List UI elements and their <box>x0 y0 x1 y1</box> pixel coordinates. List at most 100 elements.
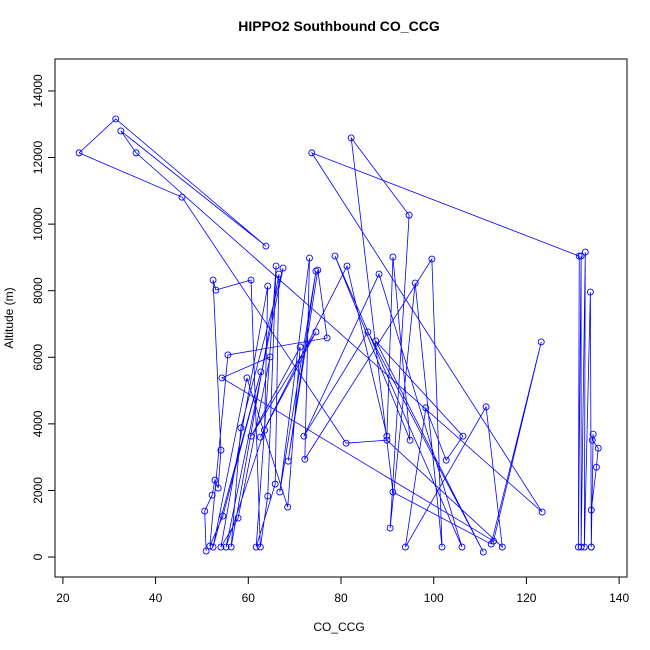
data-point <box>538 508 546 516</box>
data-point <box>479 548 487 556</box>
data-point <box>586 288 594 296</box>
data-point <box>243 374 251 382</box>
data-point <box>331 252 339 260</box>
data-point <box>577 252 585 260</box>
data-point <box>266 353 274 361</box>
data-point <box>389 253 397 261</box>
data-point <box>458 543 466 551</box>
series-line <box>78 118 599 553</box>
data-point <box>247 276 255 284</box>
data-point <box>271 480 279 488</box>
data-point <box>323 334 331 342</box>
data-point <box>219 512 227 520</box>
y-tick-label: 14000 <box>31 74 45 108</box>
y-tick-label: 8000 <box>31 277 45 304</box>
data-point <box>257 368 265 376</box>
x-tick-label: 60 <box>242 591 256 605</box>
data-point <box>209 276 217 284</box>
data-point <box>202 547 210 555</box>
x-tick-label: 80 <box>334 591 348 605</box>
data-point <box>386 524 394 532</box>
y-tick-label: 2000 <box>31 477 45 504</box>
data-point <box>217 543 225 551</box>
data-point <box>227 543 235 551</box>
data-point <box>422 404 430 412</box>
data-point <box>209 543 217 551</box>
x-tick-label: 100 <box>424 591 444 605</box>
data-point <box>342 439 350 447</box>
data-point <box>459 432 467 440</box>
data-point <box>262 242 270 250</box>
x-tick-label: 140 <box>609 591 629 605</box>
data-point <box>224 351 232 359</box>
data-point <box>587 543 595 551</box>
data-point <box>383 436 391 444</box>
data-point <box>217 446 225 454</box>
data-point <box>222 543 230 551</box>
data-point <box>284 503 292 511</box>
data-point <box>252 543 260 551</box>
data-point <box>301 455 309 463</box>
y-axis-label: Altitude (m) <box>2 287 16 348</box>
data-point <box>272 262 280 270</box>
data-point <box>401 543 409 551</box>
data-point <box>592 463 600 471</box>
data-point <box>498 543 506 551</box>
data-point <box>343 262 351 270</box>
data-point <box>487 540 495 548</box>
data-point <box>275 270 283 278</box>
data-point <box>314 266 322 274</box>
data-point <box>208 491 216 499</box>
y-tick-label: 6000 <box>31 344 45 371</box>
data-point <box>405 211 413 219</box>
data-point <box>264 282 272 290</box>
data-point <box>383 432 391 440</box>
data-point <box>201 507 209 515</box>
y-tick-label: 0 <box>31 553 45 560</box>
data-point <box>211 476 219 484</box>
data-point <box>261 426 268 434</box>
data-point <box>276 488 284 496</box>
data-point <box>347 134 355 142</box>
data-point <box>312 328 320 336</box>
data-point <box>580 543 588 551</box>
data-point <box>482 403 490 411</box>
data-point <box>112 115 120 123</box>
data-point <box>300 432 308 440</box>
x-tick-label: 120 <box>516 591 536 605</box>
data-point <box>296 343 304 351</box>
data-point <box>256 433 264 441</box>
data-point <box>75 149 83 157</box>
data-point <box>589 430 597 438</box>
data-point <box>264 492 272 500</box>
plot-frame <box>54 58 628 578</box>
x-tick-label: 20 <box>56 591 70 605</box>
y-tick-label: 12000 <box>31 141 45 175</box>
data-point <box>406 436 414 444</box>
data-point <box>214 484 222 492</box>
data-point <box>212 286 220 294</box>
data-point <box>442 456 450 464</box>
y-tick-label: 4000 <box>31 410 45 437</box>
data-point <box>577 543 585 551</box>
data-point <box>428 255 436 263</box>
data-point <box>411 279 419 287</box>
chart-title: HIPPO2 Southbound CO_CCG <box>238 18 440 34</box>
data-point <box>247 432 255 440</box>
x-axis-label: CO_CCG <box>313 620 364 634</box>
data-point <box>117 127 125 135</box>
data-point <box>178 193 186 201</box>
data-point <box>308 149 316 157</box>
data-point <box>306 254 313 262</box>
data-point <box>594 444 602 452</box>
data-point <box>132 149 140 157</box>
data-point <box>389 488 397 496</box>
data-point <box>537 338 545 346</box>
data-point <box>279 264 287 272</box>
data-point <box>587 506 595 514</box>
data-point <box>206 542 214 550</box>
data-point <box>372 337 380 345</box>
data-point <box>375 270 383 278</box>
data-point <box>284 457 292 465</box>
